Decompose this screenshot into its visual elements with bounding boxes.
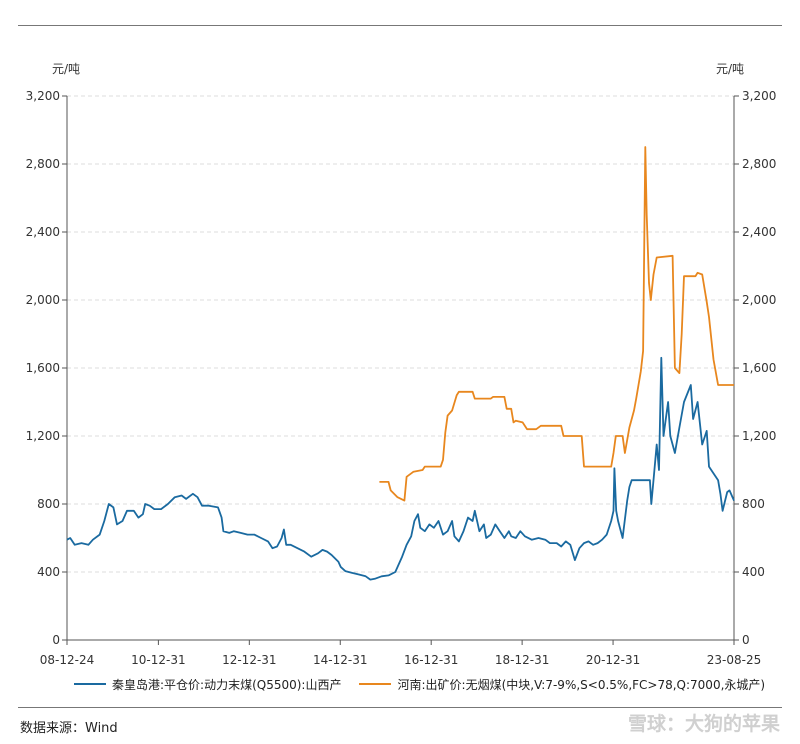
legend-label-series-1: 秦皇岛港:平仓价:动力末煤(Q5500):山西产: [112, 677, 342, 692]
y-unit-right: 元/吨: [716, 62, 744, 76]
y-unit-left: 元/吨: [52, 62, 80, 76]
y-tick-label-right-7: 2,800: [742, 157, 776, 171]
legend-item-series-1: 秦皇岛港:平仓价:动力末煤(Q5500):山西产: [74, 676, 341, 693]
legend-label-series-2: 河南:出矿价:无烟煤(中块,V:7-9%,S<0.5%,FC>78,Q:7000…: [397, 677, 766, 692]
x-tick-label-7: 23-08-25: [707, 653, 761, 665]
y-tick-label-left-0: 0: [52, 633, 60, 647]
y-tick-label-right-6: 2,400: [742, 225, 776, 239]
x-tick-label-6: 20-12-31: [586, 653, 640, 665]
top-rule: [18, 25, 782, 26]
x-tick-label-1: 10-12-31: [131, 653, 185, 665]
legend-swatch-series-2: [359, 683, 392, 685]
series-lines: [66, 146, 735, 581]
gridlines: [67, 95, 734, 573]
y-tick-label-left-8: 3,200: [26, 89, 60, 103]
x-tick-label-4: 16-12-31: [404, 653, 458, 665]
tick-labels: 0 0 400 400 800 800 1,200 1,200 1,600 1,600 2,000 2…: [26, 89, 777, 665]
x-tick-label-5: 18-12-31: [495, 653, 549, 665]
legend: 秦皇岛港:平仓价:动力末煤(Q5500):山西产 河南:出矿价:无烟煤(中块,V…: [74, 675, 783, 693]
x-tick-label-2: 12-12-31: [222, 653, 276, 665]
y-tick-label-right-3: 1,200: [742, 429, 776, 443]
y-tick-label-right-5: 2,000: [742, 293, 776, 307]
series-line-2: [379, 146, 734, 502]
legend-item-series-2: 河南:出矿价:无烟煤(中块,V:7-9%,S<0.5%,FC>78,Q:7000…: [359, 676, 765, 693]
x-tick-label-0: 08-12-24: [40, 653, 94, 665]
y-tick-label-right-2: 800: [742, 497, 765, 511]
y-tick-label-right-8: 3,200: [742, 89, 776, 103]
x-tick-label-3: 14-12-31: [313, 653, 367, 665]
series-line-1: [66, 356, 735, 581]
legend-swatch-series-1: [74, 683, 106, 685]
y-tick-label-left-6: 2,400: [26, 225, 60, 239]
bottom-rule: [18, 707, 782, 708]
source-note: 数据来源：Wind: [20, 721, 118, 736]
y-tick-label-right-4: 1,600: [742, 361, 776, 375]
line-chart: 0 0 400 400 800 800 1,200 1,200 1,600 1,600 2,000 2…: [26, 62, 777, 665]
axes: [62, 95, 739, 645]
y-tick-label-left-5: 2,000: [26, 293, 60, 307]
y-tick-label-left-3: 1,200: [26, 429, 60, 443]
y-tick-label-left-4: 1,600: [26, 361, 60, 375]
y-tick-label-right-1: 400: [742, 565, 765, 579]
y-tick-label-left-1: 400: [37, 565, 60, 579]
y-tick-label-right-0: 0: [742, 633, 750, 647]
y-tick-label-left-7: 2,800: [26, 157, 60, 171]
watermark: 雪球：大狗的苹果: [627, 713, 780, 735]
y-tick-label-left-2: 800: [37, 497, 60, 511]
